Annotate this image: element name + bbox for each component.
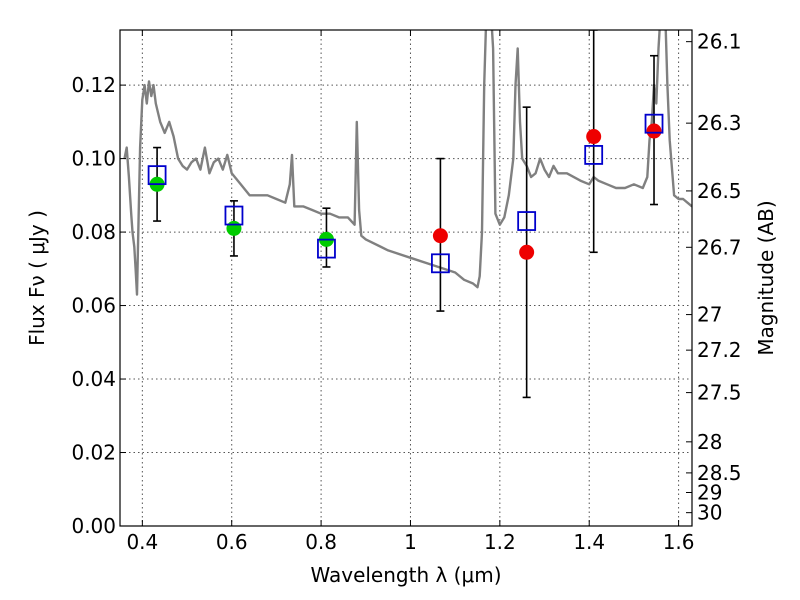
red-circle-point xyxy=(432,228,448,244)
red-circle-point xyxy=(586,129,602,145)
x-tick-label: 0.6 xyxy=(216,530,248,554)
plot-area xyxy=(123,30,692,399)
y-tick-label: 0.04 xyxy=(71,367,116,391)
y2-tick-label: 27 xyxy=(697,303,722,327)
model-square-point xyxy=(147,165,167,186)
y2-tick-label: 26.7 xyxy=(697,235,742,259)
x-axis-title: Wavelength λ (μm) xyxy=(310,563,501,587)
x-tick-label: 1.4 xyxy=(573,530,605,554)
x-tick-label: 1.6 xyxy=(663,530,695,554)
red-circle-point xyxy=(519,244,535,260)
grid xyxy=(120,30,692,527)
y-tick-label: 0.00 xyxy=(71,514,116,538)
y2-tick-label: 26.5 xyxy=(697,179,742,203)
model-square-point xyxy=(224,205,244,226)
y2-tick-label: 27.2 xyxy=(697,338,742,362)
x-tick-label: 0.8 xyxy=(305,530,337,554)
x-tick-label: 1.2 xyxy=(484,530,516,554)
model-square-point xyxy=(317,238,336,259)
y-tick-label: 0.12 xyxy=(71,73,116,97)
y-tick-label: 0.10 xyxy=(71,147,116,171)
plot-frame xyxy=(119,29,693,527)
y2-tick-label: 27.5 xyxy=(697,381,742,405)
axes-ticks: 0.4 0.6 0.8 1 1.2 1.4 1.6 0.00 0.02 0.04 0.06 0.08 0… xyxy=(71,30,741,554)
model-square-point xyxy=(584,145,604,165)
y-tick-label: 0.08 xyxy=(71,220,116,244)
red-circle-point xyxy=(646,123,662,139)
model-square-point xyxy=(517,211,537,231)
y2-tick-label: 26.3 xyxy=(697,111,742,135)
y-axis-title: Flux Fν ( μJy ) xyxy=(25,210,49,346)
y2-axis-title: Magnitude (AB) xyxy=(754,200,778,355)
model-spectrum-line xyxy=(123,30,692,296)
y-tick-label: 0.06 xyxy=(71,294,116,318)
y2-tick-label: 29 xyxy=(697,480,722,504)
green-circle-point xyxy=(226,220,242,236)
model-square-point xyxy=(644,113,664,134)
x-tick-label: 0.4 xyxy=(126,530,158,554)
y2-tick-label: 30 xyxy=(697,501,722,525)
y2-tick-label: 28.5 xyxy=(697,461,742,485)
model-square-point xyxy=(431,253,450,274)
x-tick-label: 1 xyxy=(404,530,417,554)
y2-tick-label: 26.1 xyxy=(697,30,742,54)
y2-tick-label: 28 xyxy=(697,430,722,454)
y-tick-label: 0.02 xyxy=(71,441,116,465)
